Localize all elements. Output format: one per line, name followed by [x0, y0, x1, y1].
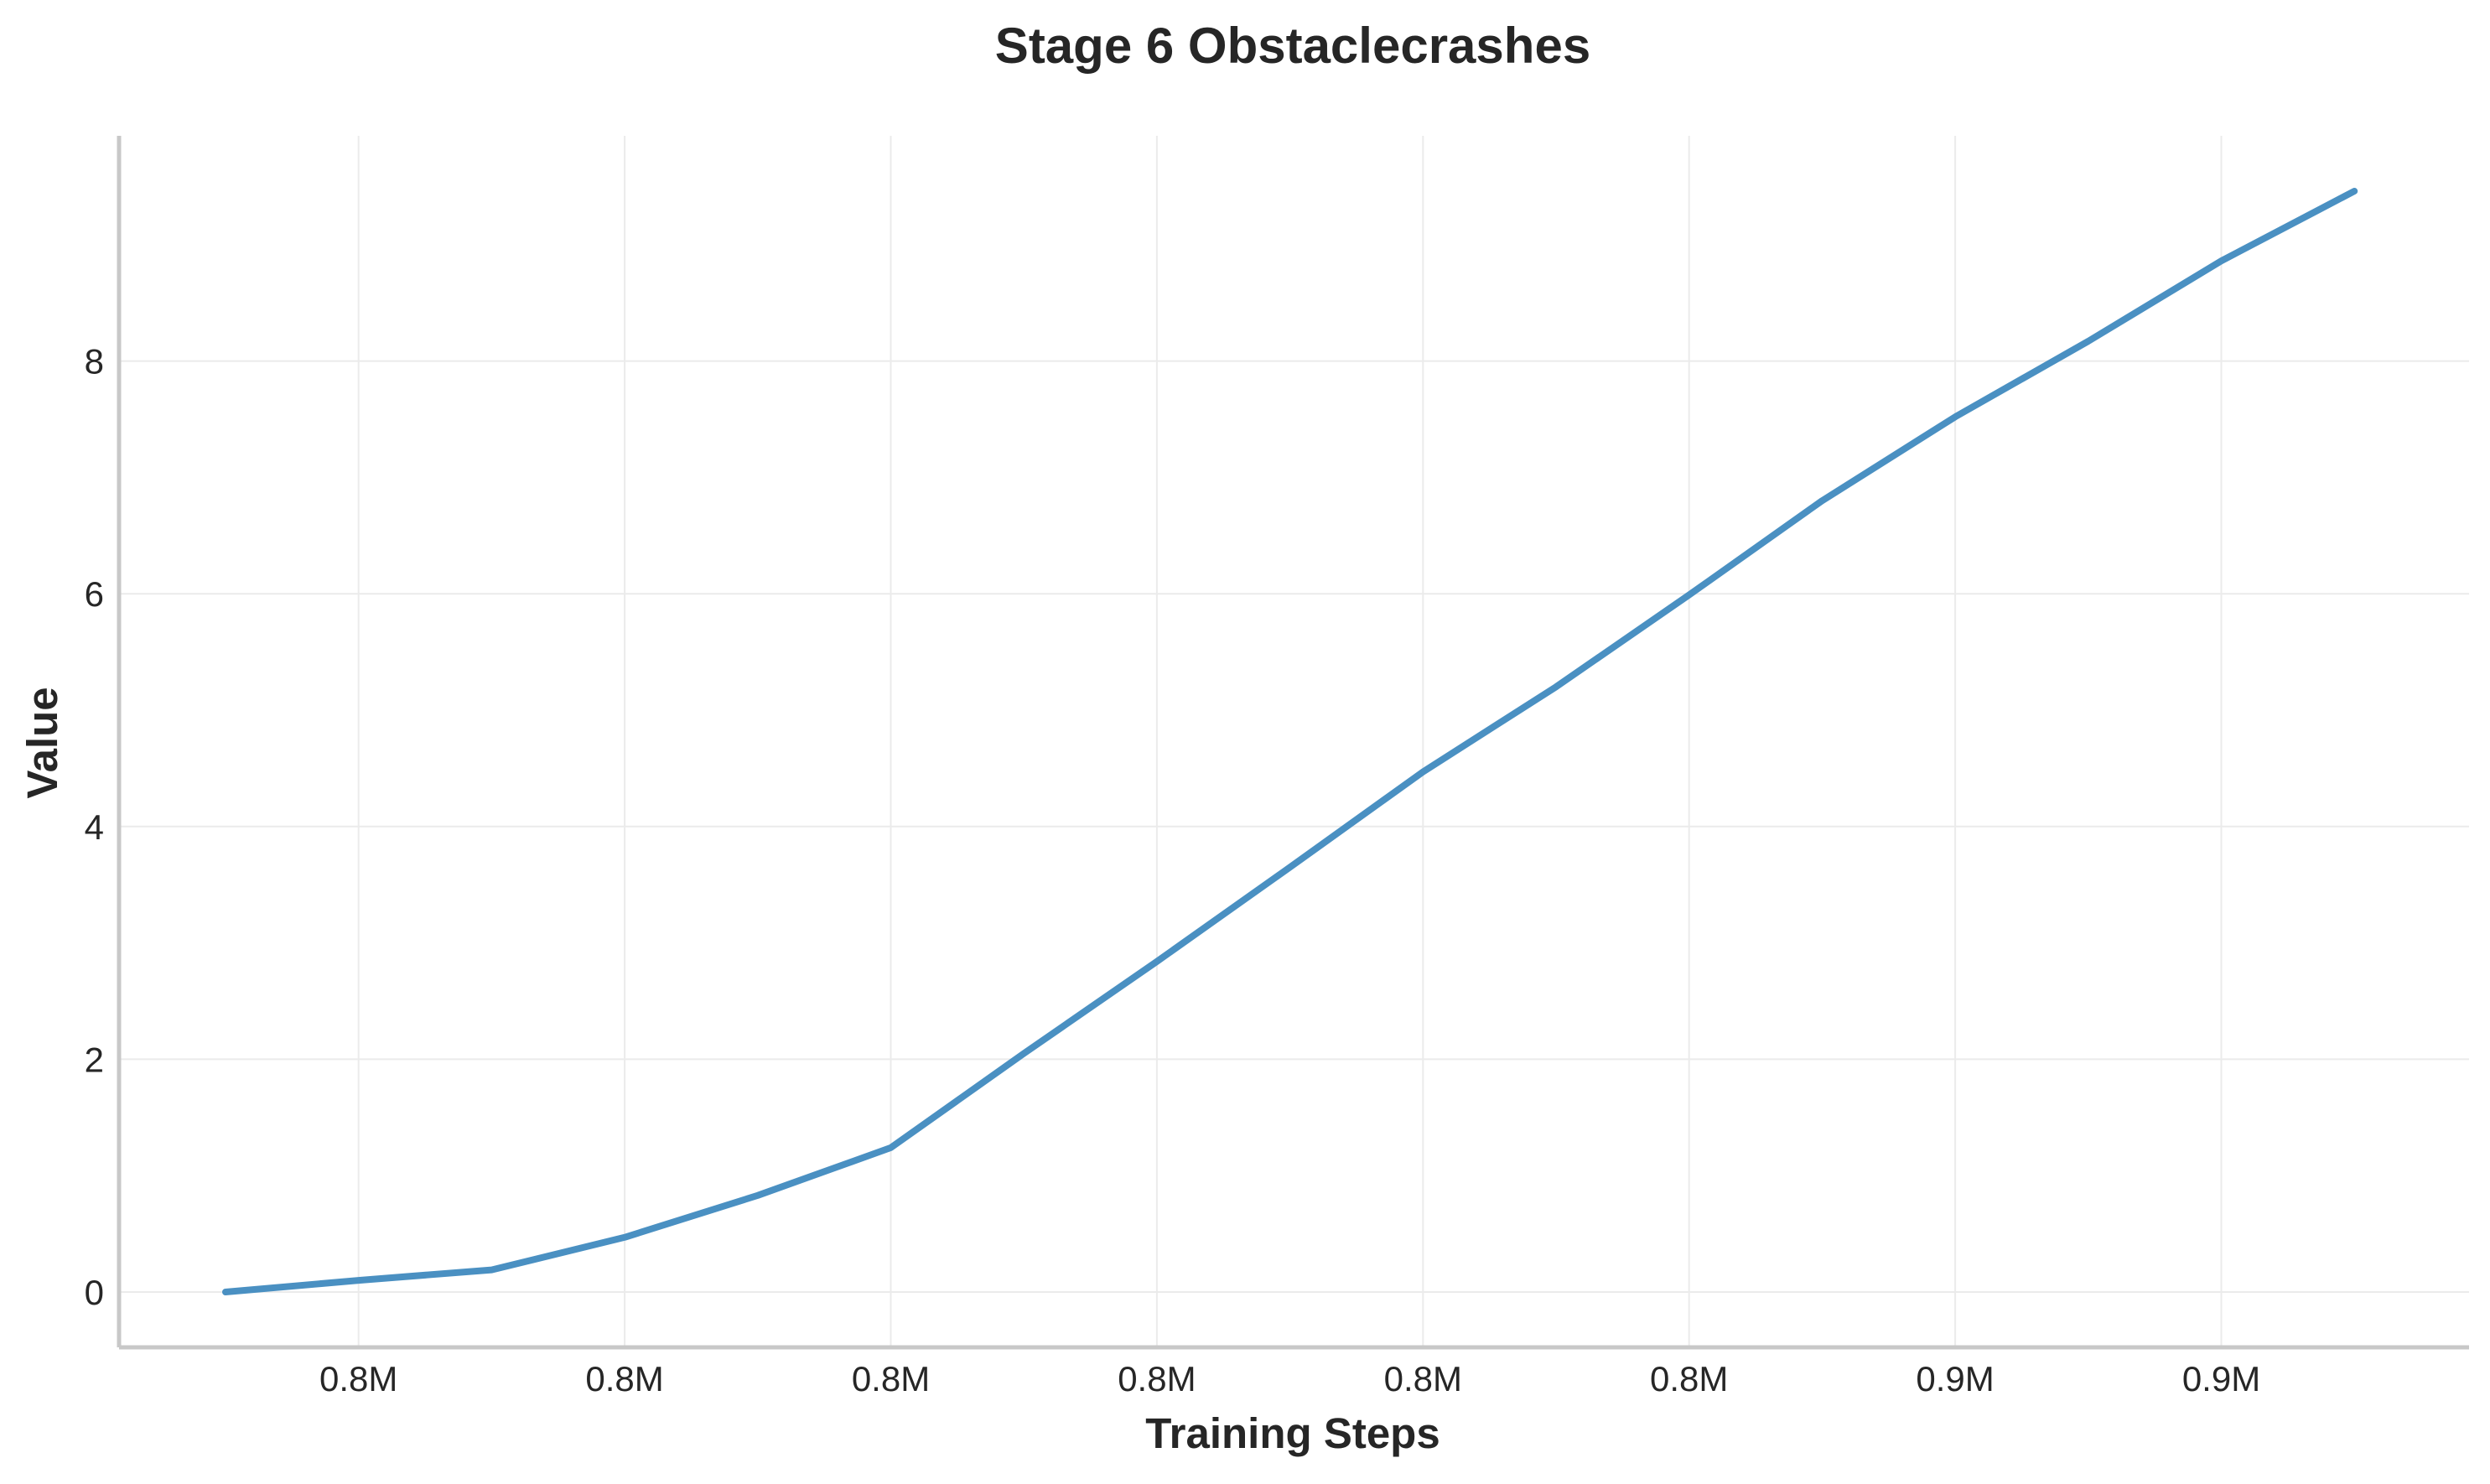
y-tick-label: 6	[85, 574, 104, 614]
y-tick-labels: 0 2 4 6 8	[85, 342, 104, 1312]
x-tick-label: 0.8M	[1650, 1359, 1728, 1398]
y-axis-label: Value	[18, 687, 66, 798]
x-tick-label: 0.9M	[2182, 1359, 2260, 1398]
x-tick-labels: 0.8M 0.8M 0.8M 0.8M 0.8M 0.8M 0.9M 0.9M	[319, 1359, 2260, 1398]
x-tick-label: 0.8M	[319, 1359, 397, 1398]
grid-lines	[119, 136, 2469, 1347]
x-tick-label: 0.8M	[1118, 1359, 1196, 1398]
x-tick-label: 0.8M	[585, 1359, 663, 1398]
chart-title: Stage 6 Obstaclecrashes	[995, 18, 1590, 74]
x-axis-label: Training Steps	[1145, 1409, 1440, 1457]
series-line	[222, 188, 2358, 1295]
series-group	[222, 188, 2358, 1295]
y-tick-label: 2	[85, 1040, 104, 1079]
y-tick-label: 4	[85, 807, 104, 847]
x-tick-label: 0.9M	[1916, 1359, 1994, 1398]
x-tick-label: 0.8M	[1384, 1359, 1462, 1398]
axis-spines	[117, 136, 2469, 1350]
x-tick-label: 0.8M	[852, 1359, 930, 1398]
y-tick-label: 0	[85, 1273, 104, 1312]
y-tick-label: 8	[85, 342, 104, 381]
